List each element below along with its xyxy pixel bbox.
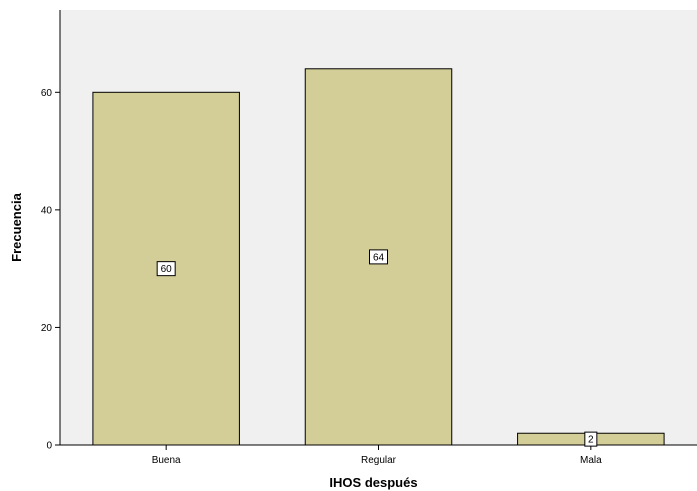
data-label-box (584, 431, 598, 447)
data-label-text: 64 (373, 252, 385, 263)
data-label-text: 60 (161, 264, 173, 275)
x-tick-label: Mala (580, 455, 602, 466)
x-axis-title: IHOS después (329, 475, 417, 490)
data-label-text: 2 (588, 435, 594, 446)
y-tick-label: 40 (41, 205, 53, 216)
data-label-box (369, 249, 388, 265)
y-tick-label: 60 (41, 88, 53, 99)
y-tick-label: 20 (41, 323, 53, 334)
y-axis-title: Frecuencia (9, 192, 24, 261)
data-label-box (156, 261, 176, 277)
x-tick-label: Regular (361, 455, 397, 466)
data-label: 64 (369, 249, 388, 265)
x-tick-label: Buena (152, 455, 181, 466)
data-label: 60 (156, 261, 176, 277)
data-label: 2 (584, 431, 598, 447)
y-tick-label: 0 (46, 441, 52, 452)
